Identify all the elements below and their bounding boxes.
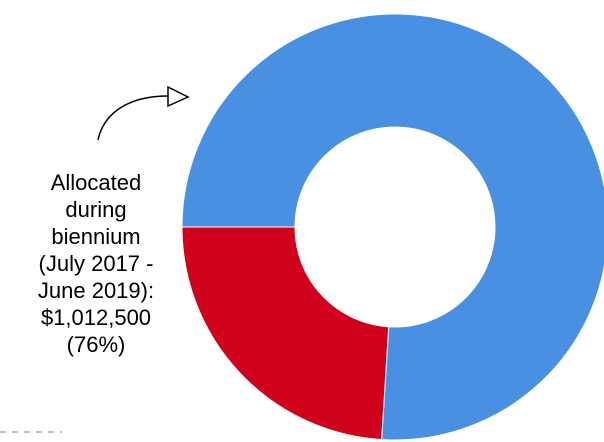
- annotation-arrow: [97, 95, 169, 141]
- donut-slice: [181, 226, 390, 441]
- annotation-line: during: [65, 197, 126, 222]
- donut-slice: [181, 13, 604, 441]
- annotation-line: Allocated: [51, 170, 142, 195]
- annotation-line: June 2019):: [38, 278, 154, 303]
- annotation-line: (July 2017 -: [39, 251, 154, 276]
- annotation-line: (76%): [67, 332, 126, 357]
- annotation-line: $1,012,500: [41, 305, 151, 330]
- annotation-line: biennium: [51, 224, 140, 249]
- arrow-head: [167, 85, 190, 108]
